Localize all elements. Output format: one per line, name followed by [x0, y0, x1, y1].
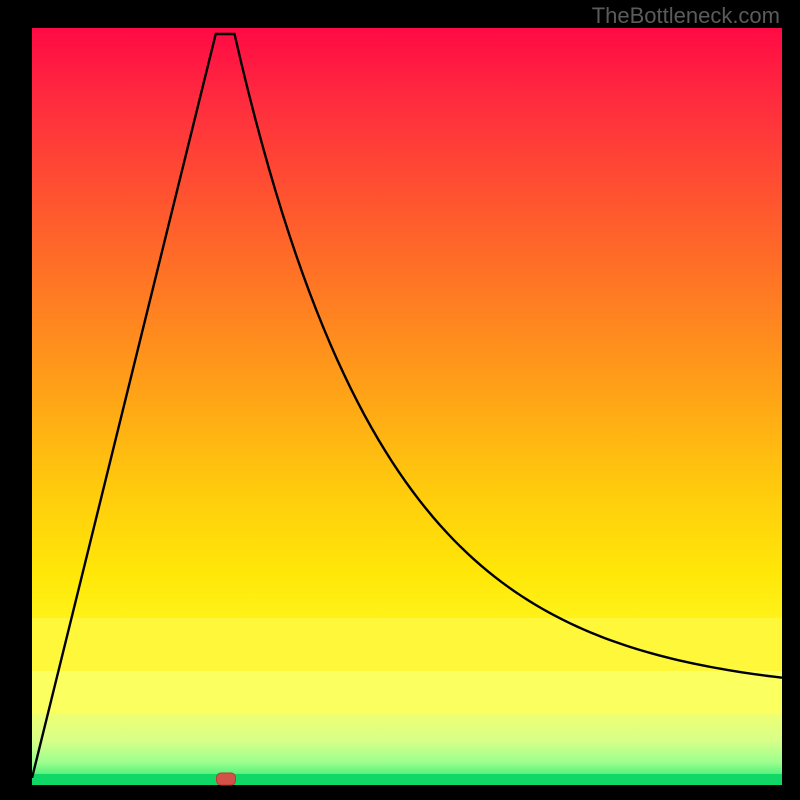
watermark-label: TheBottleneck.com: [592, 3, 780, 28]
watermark-text: TheBottleneck.com: [592, 3, 780, 29]
bottleneck-curve: [32, 34, 782, 778]
curve-overlay: [32, 28, 782, 778]
plot-area: [32, 28, 782, 785]
minimum-marker: [216, 772, 236, 785]
chart-container: TheBottleneck.com: [0, 0, 800, 800]
